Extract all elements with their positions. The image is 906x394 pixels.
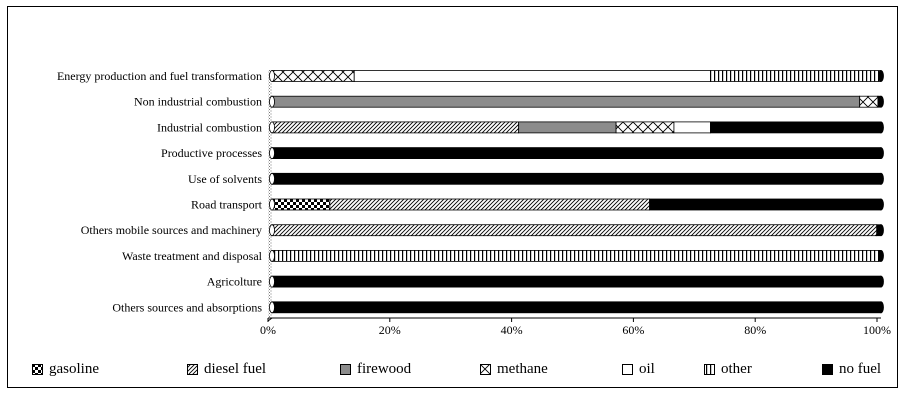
legend-label: methane (497, 361, 548, 377)
legend-label: firewood (357, 361, 412, 377)
bar-end-right (878, 147, 884, 160)
bar-end-left (269, 198, 275, 211)
bar-segment (271, 147, 882, 160)
bar-segment (710, 70, 882, 82)
bar-segment (271, 172, 882, 185)
bar-end-right (878, 301, 884, 314)
legend-swatch (822, 364, 833, 375)
bar-end-left (269, 301, 275, 314)
bar-segment (271, 95, 861, 108)
bar-end-right (878, 121, 884, 134)
bar-end-right (878, 172, 884, 185)
bar-segment (271, 249, 879, 262)
bar-end-left (269, 70, 275, 82)
legend-swatch (32, 364, 43, 375)
x-tick-label: 0% (260, 323, 276, 337)
bar-segment (271, 198, 331, 211)
bar-segment (859, 95, 879, 108)
chart-frame: Energy production and fuel transformatio… (7, 6, 898, 388)
category-label: Waste treatment and disposal (122, 249, 263, 263)
legend-label: no fuel (839, 361, 882, 377)
legend-swatch (340, 364, 351, 375)
bar-segment (518, 121, 617, 134)
category-label: Non industrial combustion (134, 95, 262, 109)
x-axis-corner (267, 317, 273, 322)
bar-end-left (269, 249, 275, 262)
legend-item: no fuel (822, 361, 881, 378)
legend-swatch (187, 364, 198, 375)
legend-label: oil (639, 361, 655, 377)
bar-segment (615, 121, 675, 134)
category-label: Agricolture (207, 275, 262, 289)
legend-swatch (704, 364, 715, 375)
legend-item: oil (622, 361, 655, 378)
bar-segment (673, 121, 711, 134)
category-label: Use of solvents (188, 172, 262, 186)
category-label: Road transport (191, 198, 263, 212)
legend-item: methane (480, 361, 548, 378)
legend: gasoline diesel fuel firewood methane oil oth… (32, 361, 892, 383)
bar-segment (710, 121, 882, 134)
legend-item: other (704, 361, 752, 378)
legend-item: gasoline (32, 361, 99, 378)
bar-end-left (269, 172, 275, 185)
bar-end-right (878, 198, 884, 211)
bar-end-left (269, 275, 275, 288)
bar-segment (271, 70, 355, 82)
legend-label: diesel fuel (204, 361, 267, 377)
category-label: Industrial combustion (157, 120, 262, 134)
bar-end-right (878, 249, 884, 262)
x-tick-label: 40% (501, 323, 523, 337)
bar-end-right (878, 95, 884, 108)
x-tick-label: 80% (744, 323, 766, 337)
legend-item: diesel fuel (187, 361, 266, 378)
category-label: Others sources and absorptions (112, 300, 262, 314)
bar-segment (271, 121, 520, 134)
bar-end-left (269, 95, 275, 108)
axis-wall (268, 70, 272, 318)
legend-swatch (622, 364, 633, 375)
legend-swatch (480, 364, 491, 375)
bar-segment (271, 224, 878, 237)
bar-end-left (269, 147, 275, 160)
legend-item: firewood (340, 361, 411, 378)
bar-end-right (878, 70, 884, 82)
category-label: Others mobile sources and machinery (81, 223, 262, 237)
bar-end-right (878, 224, 884, 237)
category-label: Productive processes (161, 146, 262, 160)
stacked-bar-chart: Energy production and fuel transformatio… (57, 69, 891, 337)
x-tick-label: 60% (622, 323, 644, 337)
legend-label: gasoline (49, 361, 99, 377)
bar-end-left (269, 224, 275, 237)
x-tick-label: 20% (379, 323, 401, 337)
bar-segment (271, 301, 882, 314)
bar-end-right (878, 275, 884, 288)
bar-segment (353, 70, 711, 82)
x-tick-label: 100% (863, 323, 891, 337)
bar-end-left (269, 121, 275, 134)
bar-segment (649, 198, 882, 211)
bar-segment (271, 275, 882, 288)
legend-label: other (721, 361, 752, 377)
bar-segment (329, 198, 650, 211)
category-label: Energy production and fuel transformatio… (57, 69, 262, 83)
